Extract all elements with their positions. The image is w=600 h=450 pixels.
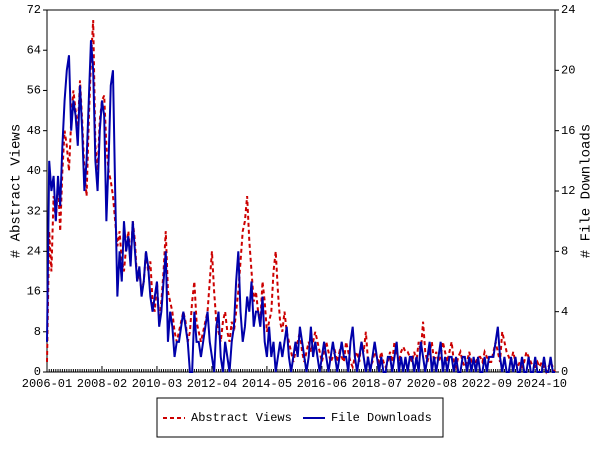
y-tick-label: 16 (27, 285, 41, 299)
y2-tick-label: 12 (561, 184, 575, 198)
x-tick-label: 2016-06 (297, 377, 347, 391)
x-tick-label: 2010-03 (132, 377, 182, 391)
x-tick-label: 2022-09 (462, 377, 512, 391)
x-tick-label: 2020-08 (407, 377, 457, 391)
x-tick-label: 2012-04 (187, 377, 237, 391)
y-tick-label: 0 (34, 365, 41, 379)
y-tick-label: 48 (27, 124, 41, 138)
legend (156, 397, 444, 438)
x-tick-label: 2018-07 (352, 377, 402, 391)
y-tick-label: 8 (34, 325, 41, 339)
series-line (46, 40, 555, 373)
y-tick-label: 24 (27, 245, 41, 259)
y2-tick-label: 24 (561, 3, 575, 17)
y2-tick-label: 0 (561, 365, 568, 379)
y-tick-label: 32 (27, 204, 41, 218)
y2-tick-label: 8 (561, 245, 568, 259)
y-axis-label: # Abstract Views (9, 124, 25, 258)
legend-label: Abstract Views (191, 411, 292, 425)
series-line (46, 20, 556, 375)
y2-tick-label: 20 (561, 64, 575, 78)
y-tick-label: 64 (27, 43, 41, 57)
x-tick-label: 2006-01 (22, 377, 72, 391)
x-tick-label: 2014-05 (242, 377, 292, 391)
x-tick-label: 2024-10 (517, 377, 567, 391)
x-tick-label: 2008-02 (77, 377, 127, 391)
y-tick-label: 40 (27, 164, 41, 178)
plot-frame (46, 9, 556, 373)
legend-label: File Downloads (331, 411, 432, 425)
y2-tick-label: 16 (561, 124, 575, 138)
y2-tick-label: 4 (561, 305, 568, 319)
y2-axis-label: # File Downloads (579, 124, 595, 258)
y-tick-label: 72 (27, 3, 41, 17)
y-tick-label: 56 (27, 84, 41, 98)
